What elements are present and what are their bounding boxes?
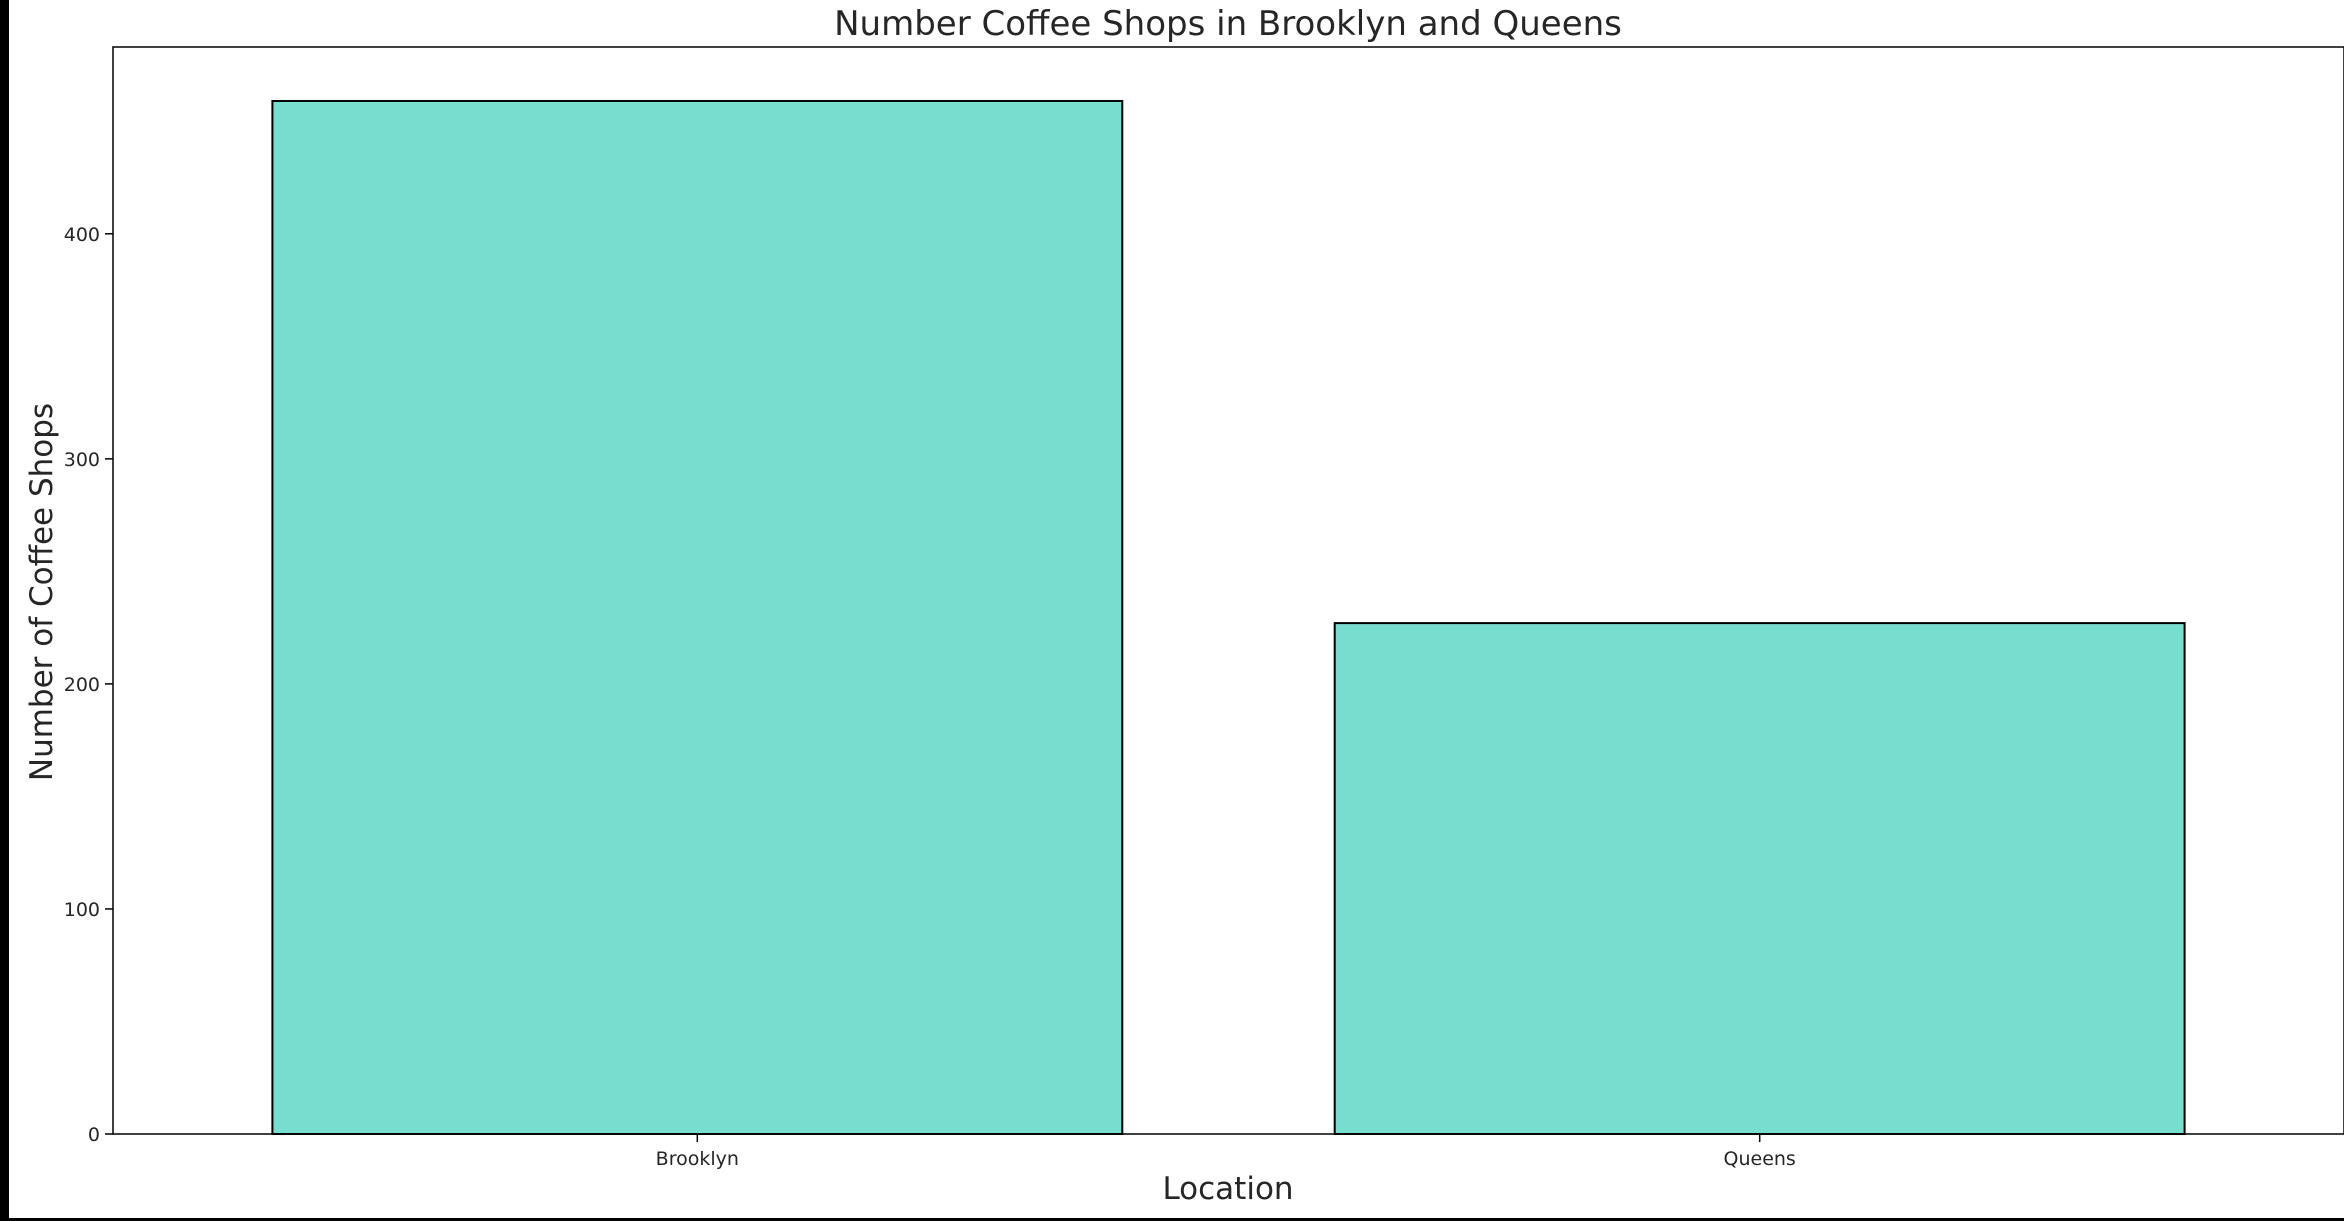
plot-area [112, 46, 2344, 1135]
y-axis: 0 100 200 300 400 [64, 224, 113, 1146]
x-tick-label: Brooklyn [656, 1148, 739, 1170]
x-tick-label: Queens [1724, 1148, 1796, 1170]
bar-queens [1333, 622, 2186, 1135]
x-axis-label: Location [1162, 1171, 1293, 1207]
bar-chart: Number Coffee Shops in Brooklyn and Quee… [24, 4, 2344, 1207]
chart-figure: Number Coffee Shops in Brooklyn and Quee… [9, 0, 2344, 1218]
chart-title: Number Coffee Shops in Brooklyn and Quee… [834, 4, 1622, 44]
y-tick-label: 0 [88, 1124, 100, 1146]
y-tick-label: 200 [64, 674, 100, 696]
y-tick-label: 300 [64, 449, 100, 471]
y-tick-label: 400 [64, 224, 100, 246]
y-tick-label: 100 [64, 899, 100, 921]
y-axis-label: Number of Coffee Shops [24, 403, 60, 781]
x-axis: Brooklyn Queens [656, 1134, 1796, 1170]
bar-brooklyn [271, 100, 1124, 1135]
